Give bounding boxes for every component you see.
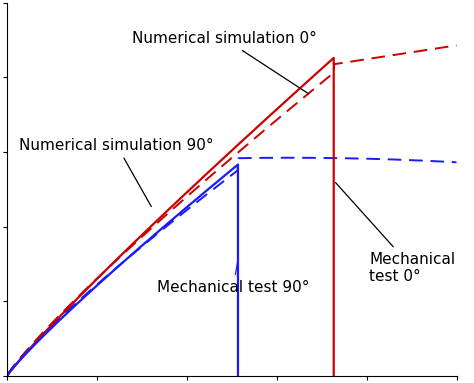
Text: Numerical simulation 0°: Numerical simulation 0° — [132, 31, 317, 94]
Text: Numerical simulation 90°: Numerical simulation 90° — [19, 138, 214, 206]
Text: Mechanical test 90°: Mechanical test 90° — [157, 262, 310, 295]
Text: Mechanical
test 0°: Mechanical test 0° — [336, 183, 455, 284]
